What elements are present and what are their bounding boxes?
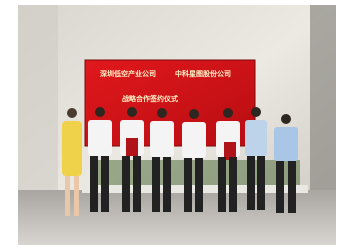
screen-company-left: 深圳低空产业公司	[100, 69, 156, 78]
wall-edge	[310, 5, 336, 190]
wall-panel	[18, 5, 58, 190]
screen-company-right: 中科星图股份公司	[175, 69, 231, 78]
screen-event: 战略合作签约仪式	[122, 94, 178, 103]
photo: 深圳低空产业公司 中科星图股份公司 战略合作签约仪式	[0, 0, 345, 251]
